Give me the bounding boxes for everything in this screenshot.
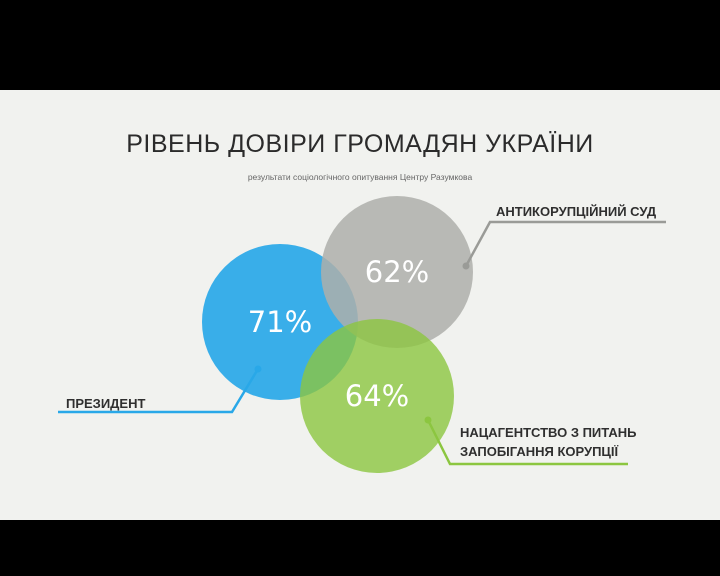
value-label-nazk: 64% bbox=[345, 379, 409, 413]
leader-dot-nazk bbox=[424, 416, 432, 424]
leader-line-president bbox=[58, 368, 260, 414]
chart-subtitle: результати соціологічного опитування Цен… bbox=[247, 172, 473, 182]
leader-dot-anticorruption-court bbox=[462, 262, 470, 270]
chart-title: РІВЕНЬ ДОВІРИ ГРОМАДЯН УКРАЇНИ bbox=[126, 130, 594, 158]
label-president: ПРЕЗИДЕНТ bbox=[66, 396, 145, 411]
bubble-nazk bbox=[300, 319, 454, 473]
value-label-president: 71% bbox=[248, 305, 312, 339]
label-nazk-line-2: ЗАПОБІГАННЯ КОРУПЦІЇ bbox=[460, 444, 619, 459]
leader-dot-president bbox=[254, 365, 262, 373]
value-label-anticorruption-court: 62% bbox=[365, 255, 429, 289]
label-anticorruption-court: АНТИКОРУПЦІЙНИЙ СУД bbox=[496, 204, 657, 219]
leader-line-anticorruption-court bbox=[464, 220, 666, 267]
venn-chart: ПРЕЗИДЕНТ АНТИКОРУПЦІЙНИЙ СУД НАЦАГЕНТСТВО… bbox=[58, 196, 666, 473]
leader-line-nazk bbox=[426, 419, 628, 466]
bubble-anticorruption-court bbox=[321, 196, 473, 348]
infographic-slide: РІВЕНЬ ДОВІРИ ГРОМАДЯН УКРАЇНИ результат… bbox=[0, 90, 720, 520]
label-nazk-line-1: НАЦАГЕНТСТВО З ПИТАНЬ bbox=[460, 425, 637, 440]
